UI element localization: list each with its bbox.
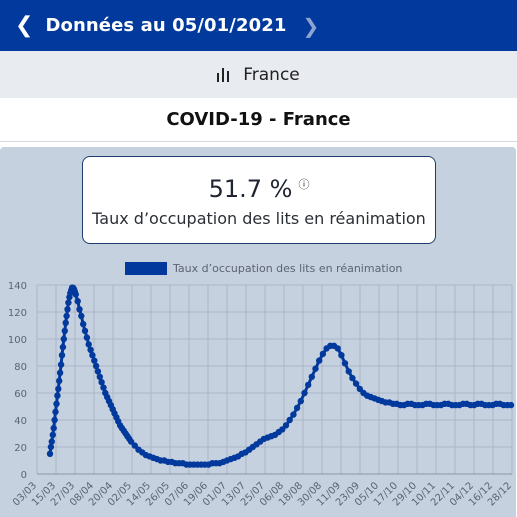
data-point xyxy=(49,431,56,439)
data-point xyxy=(94,368,102,375)
data-point xyxy=(52,408,59,416)
data-point xyxy=(56,369,64,376)
data-point xyxy=(85,341,92,348)
legend-label: Taux d’occupation des lits en réanimatio… xyxy=(173,262,403,275)
data-point xyxy=(87,346,94,353)
chevron-left-icon[interactable]: ❮ xyxy=(15,12,34,38)
data-point xyxy=(48,438,55,445)
data-point xyxy=(64,306,71,313)
data-point xyxy=(91,357,98,364)
data-point xyxy=(78,312,85,320)
data-point xyxy=(58,352,66,359)
data-point xyxy=(312,365,319,372)
data-point xyxy=(507,401,515,409)
data-point xyxy=(290,411,297,418)
data-point xyxy=(319,350,327,358)
data-point xyxy=(352,380,360,387)
data-point xyxy=(349,374,356,382)
data-point xyxy=(51,416,58,424)
chart-legend[interactable]: Taux d’occupation des lits en réanimatio… xyxy=(125,262,402,275)
data-point xyxy=(81,327,89,335)
data-point xyxy=(53,400,60,407)
data-point xyxy=(305,381,312,389)
kpi-value: 51.7 % xyxy=(208,175,293,203)
data-point xyxy=(96,373,104,380)
data-point xyxy=(308,373,315,380)
bar-chart-icon xyxy=(217,67,230,82)
data-point xyxy=(92,362,100,370)
y-tick-label: 0 xyxy=(21,470,27,481)
data-point xyxy=(341,360,349,367)
data-point xyxy=(56,377,63,385)
kpi-card: 51.7 % ⓘ Taux d’occupation des lits en ré… xyxy=(82,156,436,244)
data-point xyxy=(345,368,352,375)
chevron-right-icon[interactable]: ❯ xyxy=(302,13,320,38)
data-point xyxy=(46,450,54,457)
y-tick-label: 60 xyxy=(14,389,27,400)
data-point xyxy=(131,442,138,449)
data-point xyxy=(316,357,323,364)
data-point xyxy=(297,397,304,405)
y-tick-label: 80 xyxy=(14,362,27,373)
data-point xyxy=(63,312,70,320)
data-point xyxy=(334,345,341,352)
data-point xyxy=(55,385,62,393)
data-point xyxy=(47,443,55,451)
y-tick-label: 20 xyxy=(14,443,27,454)
date-title: Données au 05/01/2021 xyxy=(45,15,287,36)
data-point xyxy=(80,320,87,328)
legend-swatch xyxy=(125,262,167,275)
data-point xyxy=(100,384,107,391)
app-header: ❮ Données au 05/01/2021 ❯ xyxy=(0,0,517,51)
data-point xyxy=(57,361,65,368)
data-point xyxy=(65,299,72,306)
data-point xyxy=(356,385,363,393)
data-point xyxy=(293,404,301,412)
data-point xyxy=(72,291,80,298)
info-icon[interactable]: ⓘ xyxy=(298,178,310,191)
data-point xyxy=(54,392,61,399)
data-point xyxy=(62,319,69,326)
data-point xyxy=(50,424,57,432)
page-title: COVID-19 - France xyxy=(0,98,517,142)
y-tick-label: 140 xyxy=(8,281,27,292)
data-point xyxy=(338,352,345,359)
data-point xyxy=(83,334,91,341)
data-point xyxy=(60,335,67,343)
region-selector[interactable]: France xyxy=(0,51,517,98)
data-point xyxy=(61,327,68,335)
y-tick-label: 100 xyxy=(8,335,27,346)
kpi-value-row: 51.7 % ⓘ xyxy=(83,175,435,203)
y-tick-label: 40 xyxy=(14,416,27,427)
data-point xyxy=(74,298,81,305)
data-point xyxy=(76,306,83,313)
data-point xyxy=(286,416,293,424)
data-point xyxy=(282,422,290,429)
data-point xyxy=(59,343,67,351)
data-point xyxy=(98,379,105,386)
data-point xyxy=(301,389,308,397)
y-tick-label: 120 xyxy=(8,308,27,319)
data-point xyxy=(89,352,96,359)
kpi-label: Taux d’occupation des lits en réanimatio… xyxy=(92,209,426,228)
region-label: France xyxy=(243,64,300,85)
series-line xyxy=(48,286,511,467)
